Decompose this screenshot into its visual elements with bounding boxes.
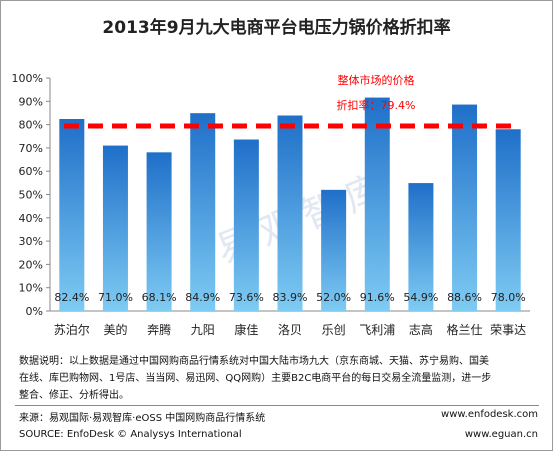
y-tick-label: 100% [12, 72, 43, 85]
notes-line-3: 整合、修正、分析得出。 [19, 390, 129, 401]
bar [277, 115, 303, 311]
reference-annotation: 整体市场的价格 [338, 73, 415, 87]
notes-line-1: 数据说明：以上数据是通过中国网购商品行情系统对中国大陆市场九大（京东商城、天猫、… [19, 356, 489, 367]
bar [59, 119, 85, 312]
data-label: 88.6% [447, 291, 482, 304]
data-label: 83.9% [273, 291, 308, 304]
x-tick-label: 康佳 [234, 322, 258, 337]
x-tick-label: 志高 [409, 322, 433, 337]
x-tick-label: 奔腾 [147, 322, 171, 337]
y-tick-label: 0% [26, 305, 43, 318]
reference-annotation: 折扣率：79.4% [337, 98, 416, 112]
bar [146, 152, 172, 311]
data-label: 78.0% [491, 291, 526, 304]
data-label: 84.9% [185, 291, 220, 304]
x-tick-label: 美的 [103, 322, 127, 337]
y-tick-label: 60% [19, 165, 43, 178]
data-label: 73.6% [229, 291, 264, 304]
y-tick-label: 30% [19, 235, 43, 248]
x-tick-label: 苏泊尔 [54, 322, 90, 337]
bar [452, 104, 478, 311]
data-label: 54.9% [403, 291, 438, 304]
x-tick-label: 飞利浦 [359, 323, 395, 337]
data-notes: 数据说明：以上数据是通过中国网购商品行情系统对中国大陆市场九大（京东商城、天猫、… [19, 353, 541, 404]
x-tick-label: 乐创 [322, 323, 346, 337]
site-link-enfodesk[interactable]: www.enfodesk.com [441, 409, 538, 420]
notes-line-2: 在线、库巴购物网、1号店、当当网、易迅网、QQ网购）主要B2C电商平台的每日交易… [19, 373, 492, 384]
site-link-eguan[interactable]: www.eguan.cn [464, 429, 538, 440]
data-label: 71.0% [98, 291, 133, 304]
bar [233, 139, 259, 311]
source-cn: 来源：易观国际·易观智库·eOSS 中国网购商品行情系统 [19, 413, 266, 424]
footer-divider [15, 405, 539, 406]
source-en: SOURCE: EnfoDesk © Analysys Internationa… [19, 429, 242, 440]
data-label: 82.4% [54, 291, 89, 304]
bar [321, 189, 347, 311]
bar [102, 145, 128, 311]
y-tick-label: 70% [19, 142, 43, 155]
chart-title: 2013年9月九大电商平台电压力锅价格折扣率 [102, 18, 451, 38]
y-tick-label: 20% [19, 258, 43, 271]
bar [364, 97, 390, 312]
bar [495, 129, 521, 311]
bar-chart: 易观智库0%10%20%30%40%50%60%70%80%90%100%82.… [12, 72, 530, 337]
data-label: 91.6% [360, 291, 395, 304]
x-tick-label: 洛贝 [278, 322, 302, 337]
data-label: 68.1% [142, 291, 177, 304]
x-tick-label: 格兰仕 [447, 322, 483, 337]
x-tick-label: 九阳 [191, 323, 215, 337]
y-tick-label: 40% [19, 212, 43, 225]
y-tick-label: 90% [19, 95, 43, 108]
y-tick-label: 80% [19, 119, 43, 132]
x-tick-label: 荣事达 [490, 323, 526, 337]
y-tick-label: 50% [19, 189, 43, 202]
y-tick-label: 10% [19, 282, 43, 295]
bar [408, 183, 434, 311]
bar [190, 113, 216, 311]
data-label: 52.0% [316, 291, 351, 304]
